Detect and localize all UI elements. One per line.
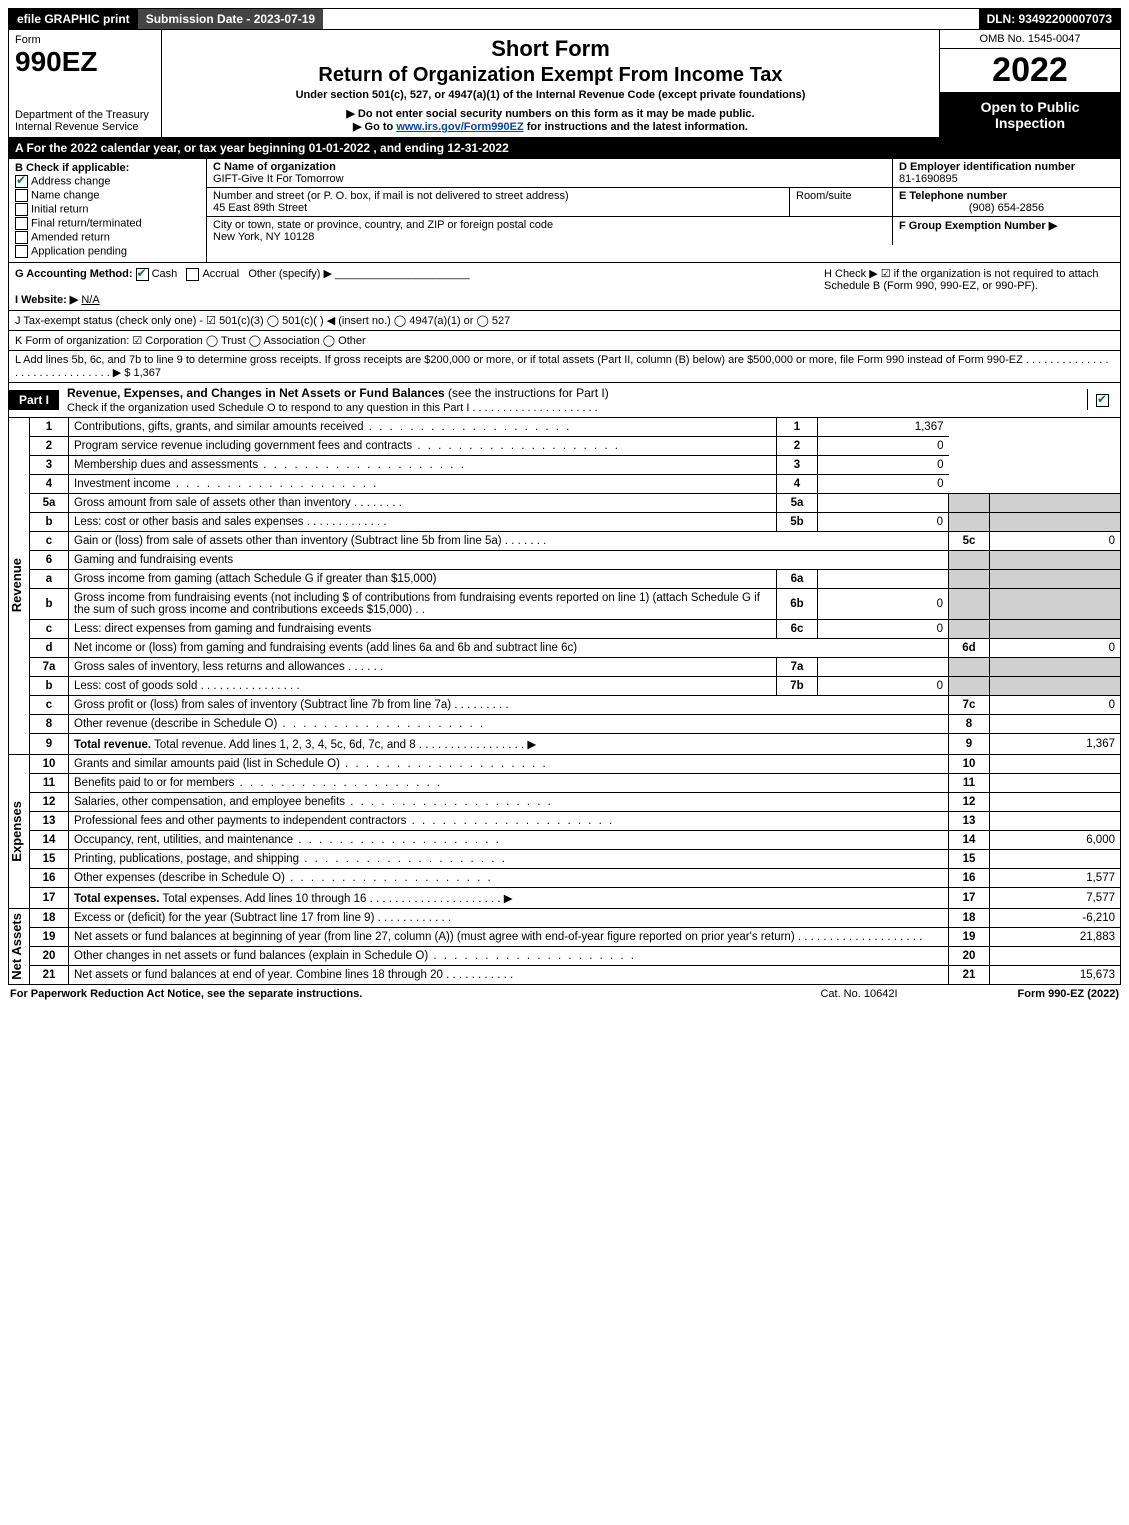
part1-header: Part I Revenue, Expenses, and Changes in… xyxy=(8,383,1121,418)
subtitle: Under section 501(c), 527, or 4947(a)(1)… xyxy=(170,89,931,101)
c-street: Number and street (or P. O. box, if mail… xyxy=(207,188,789,216)
col-b: B Check if applicable: Address change Na… xyxy=(9,159,207,262)
org-info-block: B Check if applicable: Address change Na… xyxy=(8,159,1121,263)
footer-center: Cat. No. 10642I xyxy=(820,988,897,1000)
f-group: F Group Exemption Number ▶ xyxy=(892,217,1120,245)
chk-pending[interactable]: Application pending xyxy=(15,245,200,258)
submission-date: Submission Date - 2023-07-19 xyxy=(138,9,323,29)
form-word: Form xyxy=(15,34,155,46)
c-name: C Name of organizationGIFT-Give It For T… xyxy=(207,159,892,187)
netassets-label: Net Assets xyxy=(9,909,30,984)
k-org-type: K Form of organization: ☑ Corporation ◯ … xyxy=(8,331,1121,351)
efile-label[interactable]: efile GRAPHIC print xyxy=(9,9,138,29)
note-ssn: ▶ Do not enter social security numbers o… xyxy=(170,107,931,120)
chk-namechg[interactable]: Name change xyxy=(15,189,200,202)
line1-desc: Contributions, gifts, grants, and simila… xyxy=(69,418,777,437)
chk-final[interactable]: Final return/terminated xyxy=(15,217,200,230)
department: Department of the Treasury Internal Reve… xyxy=(15,109,155,133)
open-public: Open to Public Inspection xyxy=(940,93,1120,137)
l-gross-receipts: L Add lines 5b, 6c, and 7b to line 9 to … xyxy=(8,351,1121,383)
expenses-table: 10Grants and similar amounts paid (list … xyxy=(30,755,1120,908)
main-title: Return of Organization Exempt From Incom… xyxy=(170,64,931,87)
g-accounting: G Accounting Method: Cash Accrual Other … xyxy=(15,267,816,306)
form-title-block: Short Form Return of Organization Exempt… xyxy=(162,30,940,137)
j-status: J Tax-exempt status (check only one) - ☑… xyxy=(8,311,1121,331)
revenue-label: Revenue xyxy=(9,418,30,754)
revenue-section: Revenue 1Contributions, gifts, grants, a… xyxy=(8,418,1121,755)
form-number: 990EZ xyxy=(15,46,155,78)
part1-title: Revenue, Expenses, and Changes in Net As… xyxy=(59,383,1087,417)
chk-cash[interactable] xyxy=(136,268,149,281)
note-link: ▶ Go to www.irs.gov/Form990EZ for instru… xyxy=(170,120,931,133)
footer-right: Form 990-EZ (2022) xyxy=(1018,988,1119,1000)
part1-check[interactable] xyxy=(1087,389,1120,409)
footer-left: For Paperwork Reduction Act Notice, see … xyxy=(10,988,362,1000)
netassets-section: Net Assets 18Excess or (deficit) for the… xyxy=(8,909,1121,985)
chk-initial[interactable]: Initial return xyxy=(15,203,200,216)
topbar: efile GRAPHIC print Submission Date - 20… xyxy=(8,8,1121,30)
form-header: Form 990EZ Department of the Treasury In… xyxy=(8,30,1121,138)
irs-link[interactable]: www.irs.gov/Form990EZ xyxy=(396,121,523,133)
form-id-block: Form 990EZ Department of the Treasury In… xyxy=(9,30,162,137)
website-val: N/A xyxy=(81,294,99,306)
revenue-table: 1Contributions, gifts, grants, and simil… xyxy=(30,418,1120,754)
chk-accrual[interactable] xyxy=(186,268,199,281)
room-suite: Room/suite xyxy=(789,188,892,216)
h-schedule-b: H Check ▶ ☑ if the organization is not r… xyxy=(816,267,1114,306)
chk-amended[interactable]: Amended return xyxy=(15,231,200,244)
page-footer: For Paperwork Reduction Act Notice, see … xyxy=(8,985,1121,1003)
expenses-label: Expenses xyxy=(9,755,30,908)
e-phone: E Telephone number (908) 654-2856 xyxy=(892,188,1120,216)
chk-address[interactable]: Address change xyxy=(15,175,200,188)
header-right: OMB No. 1545-0047 2022 Open to Public In… xyxy=(940,30,1120,137)
expenses-section: Expenses 10Grants and similar amounts pa… xyxy=(8,755,1121,909)
row-a: A For the 2022 calendar year, or tax yea… xyxy=(8,138,1121,159)
d-ein: D Employer identification number81-16908… xyxy=(892,159,1120,187)
col-cdef: C Name of organizationGIFT-Give It For T… xyxy=(207,159,1120,262)
line1-val: 1,367 xyxy=(818,418,949,437)
dln: DLN: 93492200007073 xyxy=(979,9,1120,29)
part1-tag: Part I xyxy=(9,390,59,410)
omb-number: OMB No. 1545-0047 xyxy=(940,30,1120,49)
gh-row: G Accounting Method: Cash Accrual Other … xyxy=(8,263,1121,311)
tax-year: 2022 xyxy=(940,49,1120,93)
b-label: B Check if applicable: xyxy=(15,162,200,174)
c-city: City or town, state or province, country… xyxy=(207,217,892,245)
short-form-title: Short Form xyxy=(170,36,931,62)
netassets-table: 18Excess or (deficit) for the year (Subt… xyxy=(30,909,1120,984)
